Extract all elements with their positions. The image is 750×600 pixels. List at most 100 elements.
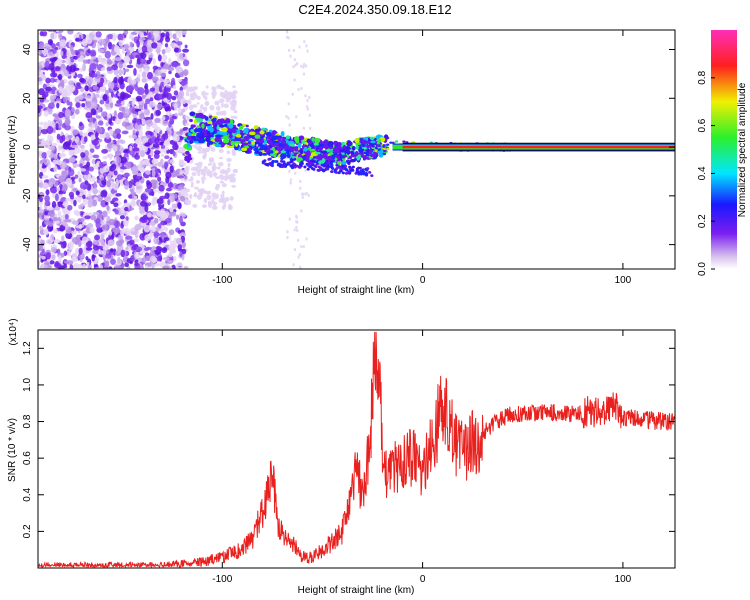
spectrogram-faint-mark	[196, 95, 201, 101]
spectrogram-ridge-mark	[191, 124, 196, 128]
spectrogram-noise-mark	[164, 106, 172, 113]
spectrogram-noise-mark	[130, 31, 138, 36]
spectrogram-ridge-mark	[339, 167, 343, 170]
spectrogram-ridge-mark	[247, 141, 252, 145]
page-title: C2E4.2024.350.09.18.E12	[298, 2, 452, 17]
spectrogram-faint-mark	[210, 146, 216, 152]
spectrogram-faint-mark	[217, 166, 221, 170]
spectrogram-noise-mark	[79, 144, 85, 149]
spectrogram-faint-mark	[219, 180, 225, 184]
spectrogram-noise-mark	[138, 46, 142, 54]
spectrogram-y-tick-label: -20	[22, 188, 33, 203]
spectrogram-noise-mark	[97, 120, 104, 126]
spectrogram-noise-mark	[179, 232, 187, 237]
spectrogram-noise-mark	[141, 71, 147, 78]
spectrogram-noise-mark	[41, 165, 47, 169]
spectrogram-noise-mark	[179, 215, 183, 224]
spectrogram-noise-mark	[82, 194, 86, 199]
spectrogram-faint-mark	[202, 170, 207, 177]
spectrogram-noise-mark	[104, 101, 112, 108]
spectrogram-faint-mark	[289, 178, 293, 182]
spectrogram-noise-mark	[144, 204, 149, 213]
spectrogram-noise-mark	[49, 186, 58, 194]
spectrogram-noise-mark	[169, 159, 175, 164]
spectrogram-noise-mark	[121, 107, 126, 115]
spectrogram-faint-mark	[209, 105, 215, 111]
spectrogram-noise-mark	[136, 172, 143, 177]
spectrogram-faint-mark	[213, 171, 217, 178]
spectrogram-noise-mark	[76, 73, 83, 78]
spectrogram-faint-mark	[184, 198, 189, 205]
spectrogram-ridge-mark	[307, 151, 311, 157]
spectrogram-noise-mark	[72, 129, 79, 135]
spectrogram-noise-mark	[91, 31, 96, 35]
spectrogram-noise-mark	[144, 187, 153, 193]
spectrogram-noise-mark	[94, 234, 100, 241]
spectrogram-noise-mark	[103, 266, 110, 269]
spectrogram-noise-mark	[117, 256, 121, 264]
spectrogram-noise-mark	[43, 264, 49, 269]
spectrogram-ridge-mark	[351, 165, 355, 169]
spectrogram-ridge-mark	[346, 141, 353, 147]
spectrogram-noise-mark	[106, 66, 113, 72]
spectrogram-noise-mark	[52, 217, 58, 222]
spectrogram-noise-mark	[140, 57, 146, 65]
spectrogram-noise-mark	[59, 39, 67, 47]
spectrogram-faint-mark	[286, 236, 289, 240]
spectrogram-ridge-mark	[286, 152, 291, 159]
spectrogram-noise-mark	[94, 121, 98, 129]
spectrogram-faint-mark	[304, 64, 308, 68]
spectrogram-noise-mark	[91, 138, 99, 146]
spectrogram-noise-mark	[68, 168, 75, 177]
spectrogram-noise-mark	[181, 241, 187, 249]
colorbar-ticks: 0.0 0.2 0.4 0.6 0.8	[697, 70, 715, 276]
spectrogram-ridge-mark	[290, 146, 295, 152]
spectrogram-noise-mark	[164, 155, 170, 160]
spectrogram-noise-mark	[147, 154, 152, 160]
spectrogram-faint-mark	[215, 176, 221, 180]
spectrogram-faint-mark	[226, 157, 232, 163]
spectrogram-noise-mark	[131, 198, 136, 206]
spectrogram-ridge-mark	[189, 111, 196, 117]
spectrogram-ridge-mark	[258, 151, 263, 157]
spectrogram-noise-mark	[100, 199, 108, 208]
spectrogram-noise-mark	[99, 161, 105, 169]
spectrogram-ridge-mark	[290, 152, 295, 156]
spectrogram-ridge-mark	[344, 171, 349, 175]
spectrogram-ridge-mark	[370, 153, 377, 158]
spectrogram-noise-mark	[114, 57, 122, 62]
spectrogram-noise-mark	[175, 214, 180, 220]
spectrogram-faint-mark	[220, 86, 225, 90]
spectrogram-noise-mark	[144, 87, 149, 95]
spectrogram-noise-mark	[111, 64, 119, 71]
spectrogram-ridge-mark	[284, 146, 288, 150]
spectrogram-noise-mark	[75, 210, 81, 217]
spectrogram-ridge-mark	[306, 167, 310, 171]
spectrogram-ridge-mark	[265, 163, 269, 166]
spectrogram-ridge-mark	[274, 160, 278, 163]
spectrogram-noise-mark	[68, 191, 75, 198]
spectrogram-ridge-mark	[330, 163, 334, 167]
spectrogram-noise-mark	[129, 239, 135, 246]
spectrogram-faint-mark	[220, 194, 225, 199]
spectrogram-noise-mark	[75, 37, 80, 42]
spectrogram-ridge-mark	[377, 144, 381, 148]
spectrogram-noise-mark	[79, 168, 87, 172]
spectrogram-ridge-mark	[346, 160, 351, 166]
snr-x-tick-label: 0	[420, 574, 426, 585]
spectrogram-noise-mark	[78, 192, 84, 197]
spectrogram-noise-mark	[69, 264, 74, 269]
spectrogram-noise-mark	[48, 146, 56, 151]
spectrogram-noise-mark	[158, 184, 165, 192]
spectrogram-faint-mark	[293, 78, 296, 82]
spectrogram-ridge-mark	[357, 171, 361, 175]
spectrogram-noise-mark	[41, 175, 49, 179]
spectrogram-faint-mark	[306, 107, 310, 111]
spectrogram-noise-mark	[179, 86, 184, 92]
spectrogram-noise-mark	[91, 254, 95, 262]
spectrogram-ridge-mark	[215, 120, 223, 125]
spectrogram-noise-mark	[160, 32, 166, 38]
spectrogram-noise-mark	[53, 165, 58, 173]
spectrogram-noise-mark	[180, 80, 188, 86]
